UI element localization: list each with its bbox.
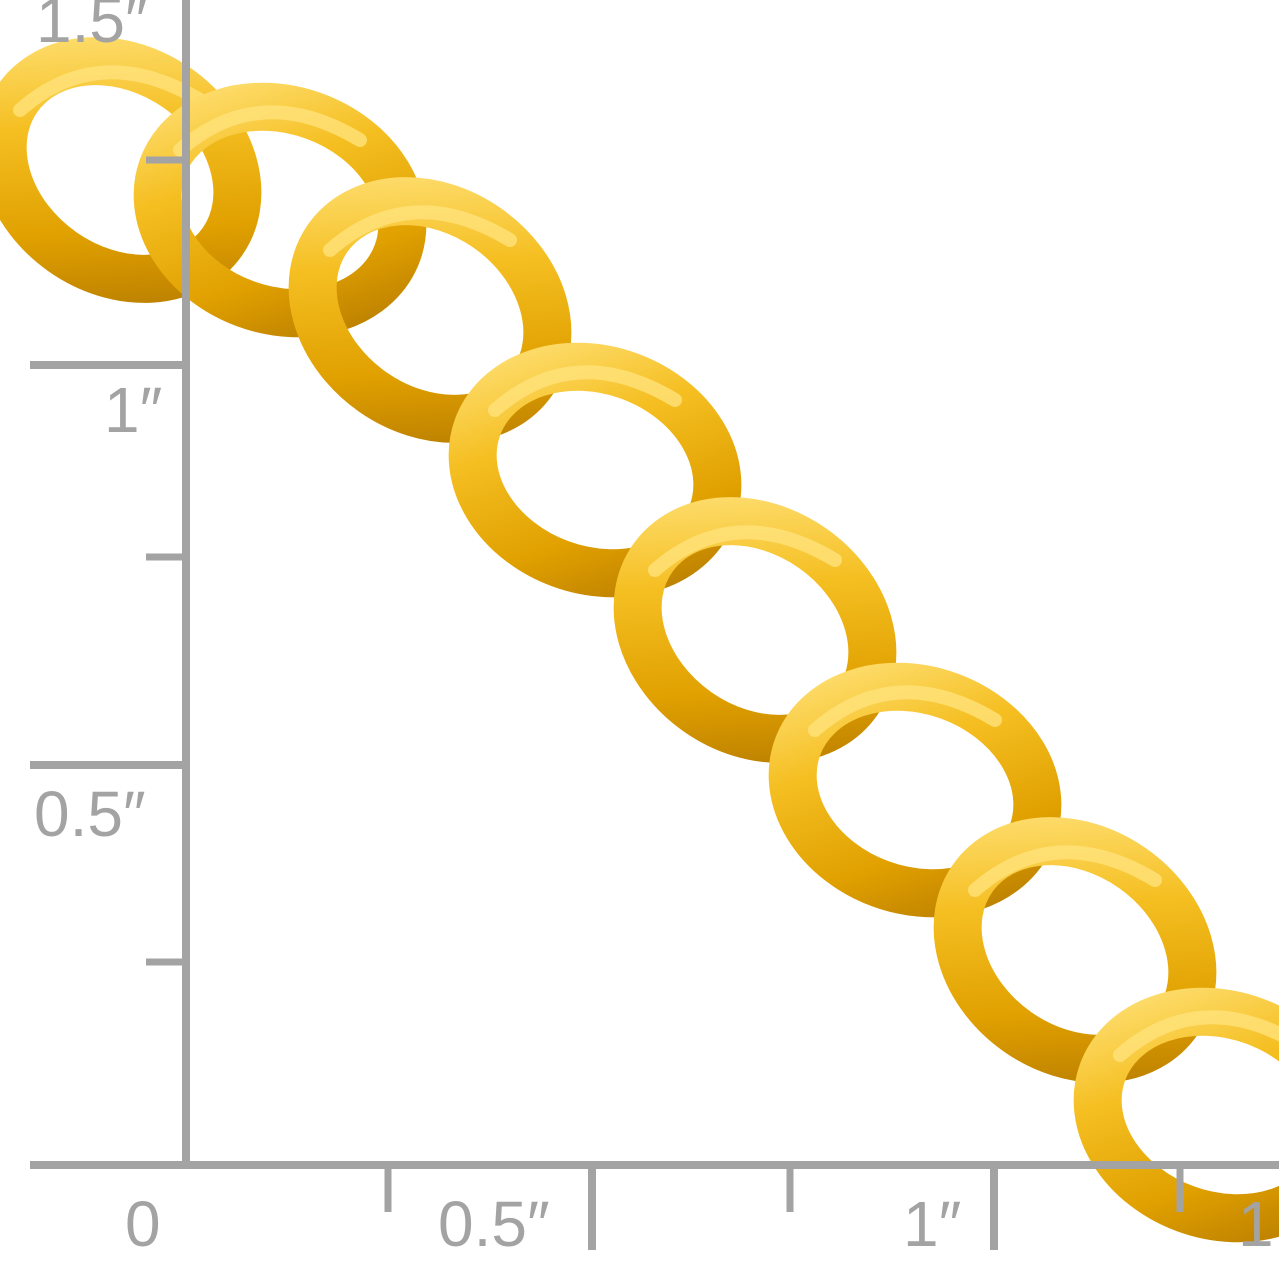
- ruler-label-zero: 0: [125, 1188, 161, 1260]
- chain-link-highlight: [173, 105, 367, 157]
- ruler-label-1-inch-horizontal: 1″: [903, 1188, 962, 1260]
- chain-link-highlight: [488, 365, 682, 417]
- chain-link-highlight: [1113, 1010, 1279, 1062]
- chain-link-highlight: [323, 205, 517, 257]
- ruler-label-0-5-inch-vertical: 0.5″: [34, 778, 146, 850]
- ruler-label-1-5-inch-horizontal: 1.: [1238, 1188, 1279, 1260]
- chain-link-highlight: [648, 525, 842, 577]
- ruler-label-0-5-inch-horizontal: 0.5″: [438, 1188, 550, 1260]
- ruler-label-1-inch-vertical: 1″: [104, 374, 163, 446]
- chain-link-highlight: [13, 65, 207, 117]
- chain-link-highlight: [968, 845, 1162, 897]
- chain-link-highlight: [808, 685, 1002, 737]
- ruler-label-1-5-inch: 1.5″: [36, 0, 148, 56]
